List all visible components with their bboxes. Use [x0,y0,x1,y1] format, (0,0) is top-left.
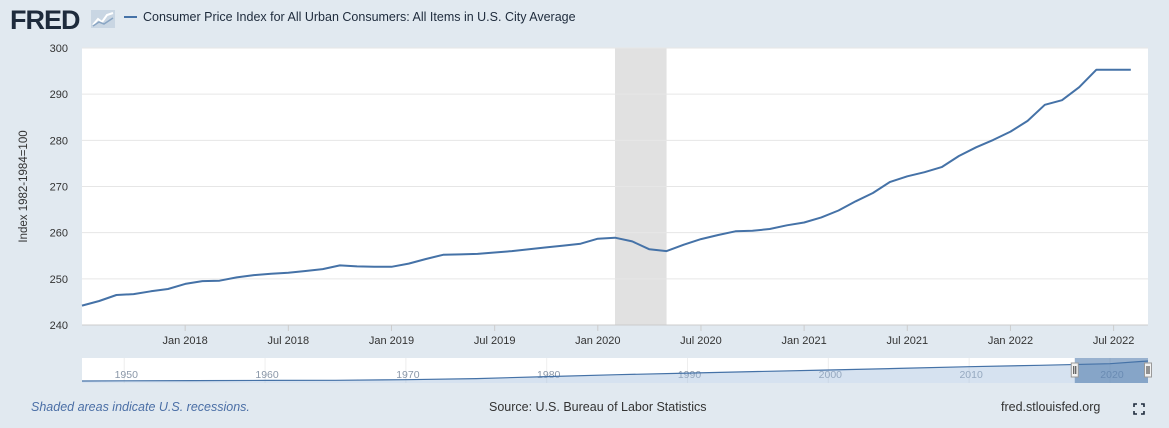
navigator-tick-label: 2010 [959,369,983,381]
navigator-handle-right[interactable] [1144,362,1152,378]
x-tick-label: Jul 2022 [1093,335,1135,347]
navigator-area [82,358,1148,383]
navigator-tick-label: 1970 [396,369,420,381]
cpi-chart[interactable]: 240 250 260 270 280 290 300 Jan 2018 Jul 2018 Jan… [0,0,1169,395]
navigator-line [81,360,1149,382]
x-tick-label: Jul 2018 [268,335,310,347]
navigator-selection[interactable] [1074,358,1148,383]
navigator-tick-label: 1980 [537,369,561,381]
x-tick-label: Jan 2019 [369,335,414,347]
navigator-area-fill [82,361,1148,383]
y-tick-label: 300 [50,43,68,55]
y-tick-label: 240 [50,320,68,332]
handle-body [1144,362,1152,378]
recession-note: Shaded areas indicate U.S. recessions. [31,400,250,414]
handle-body [1070,362,1079,378]
site-link[interactable]: fred.stlouisfed.org [1001,400,1101,414]
legend-series-label: Consumer Price Index for All Urban Consu… [143,10,576,24]
y-axis-label: Index 1982-1984=100 [18,130,30,242]
series-line [81,68,1131,307]
x-tick-label: Jul 2021 [886,335,928,347]
expand-icon[interactable] [1133,403,1145,415]
source-text: Source: U.S. Bureau of Labor Statistics [489,400,707,414]
chart-legend: Consumer Price Index for All Urban Consu… [124,10,576,24]
x-tick-label: Jul 2019 [474,335,516,347]
x-tick-label: Jan 2022 [988,335,1033,347]
navigator-handle-left[interactable] [1070,362,1079,378]
y-tick-label: 290 [50,89,68,101]
x-tick-label: Jan 2020 [575,335,620,347]
navigator-tick-label: 1990 [678,369,702,381]
x-tick-label: Jul 2020 [680,335,722,347]
x-tick-label: Jan 2021 [781,335,826,347]
y-tick-label: 250 [50,274,68,286]
y-tick-label: 280 [50,135,68,147]
y-tick-label: 260 [50,228,68,240]
navigator-tick-label: 1960 [255,369,279,381]
navigator-tick-label: 2000 [819,369,843,381]
y-tick-label: 270 [50,182,68,194]
line-chart-icon [91,10,115,28]
navigator-tick-label: 1950 [115,369,139,381]
legend-swatch [124,16,137,18]
x-tick-label: Jan 2018 [163,335,208,347]
fred-logo[interactable]: FRED [10,5,80,35]
